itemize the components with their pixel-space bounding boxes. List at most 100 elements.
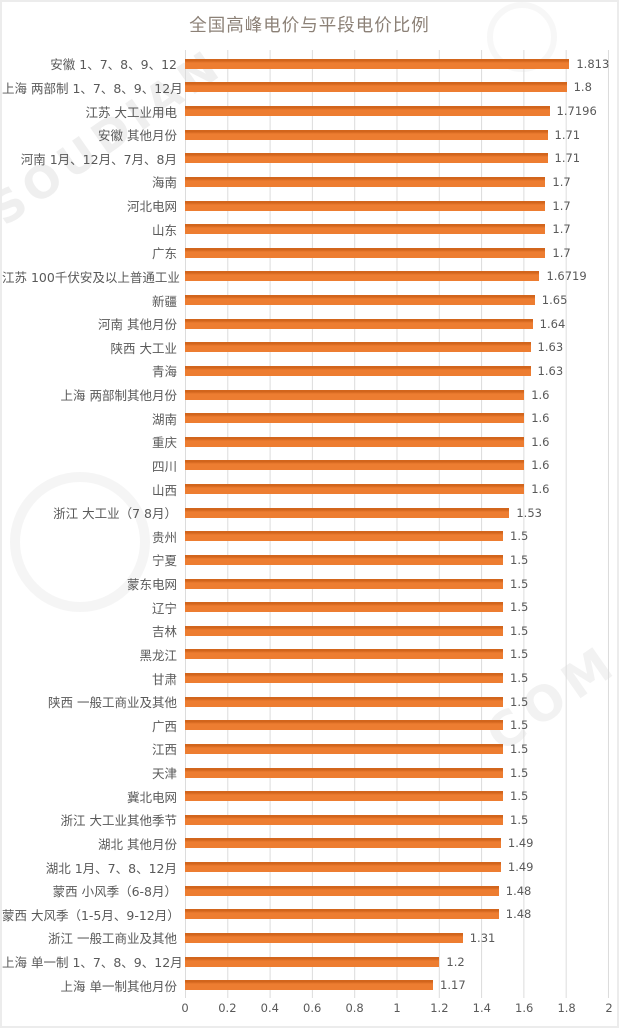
bar-value-label: 1.7196 — [556, 104, 597, 119]
category-label: 湖南 — [151, 411, 177, 427]
category-label: 四川 — [151, 458, 177, 474]
bar-value-label: 1.48 — [505, 907, 532, 922]
bar — [185, 342, 531, 353]
bar — [185, 58, 570, 69]
x-axis-tick: 0.4 — [260, 1001, 279, 1015]
category-label: 蒙东电网 — [126, 577, 177, 593]
bar — [185, 413, 525, 424]
category-label: 贵州 — [151, 529, 177, 545]
bar-row: 浙江 大工业（7 8月） 1.53 — [2, 501, 617, 525]
bar-row: 海南 1.7 — [2, 170, 617, 194]
x-axis-tick: 1.6 — [515, 1001, 534, 1015]
bar — [185, 696, 503, 707]
bar-value-label: 1.5 — [510, 647, 529, 662]
bar-value-label: 1.5 — [510, 529, 529, 544]
bar-row: 上海 单一制其他月份 1.17 — [2, 973, 617, 997]
category-label: 吉林 — [151, 624, 177, 640]
category-label: 蒙西 大风季（1-5月、9-12月） — [2, 907, 180, 923]
bar-zone: 1.71 — [185, 147, 609, 171]
category-label: 甘肃 — [151, 671, 177, 687]
bar-row: 新疆 1.65 — [2, 288, 617, 312]
bar-zone: 1.5 — [185, 761, 609, 785]
bar-value-label: 1.49 — [507, 836, 534, 851]
bar — [185, 106, 550, 117]
bar-zone: 1.6 — [185, 383, 609, 407]
bar-zone: 1.53 — [185, 501, 609, 525]
bar-row: 蒙西 大风季（1-5月、9-12月） 1.48 — [2, 903, 617, 927]
category-label: 上海 单一制 1、7、8、9、12月 — [2, 955, 183, 971]
category-label: 海南 — [151, 175, 177, 191]
bar-row: 蒙东电网 1.5 — [2, 572, 617, 596]
category-label: 河北电网 — [126, 199, 177, 215]
bar-row: 河南 其他月份 1.64 — [2, 312, 617, 336]
bar-value-label: 1.65 — [541, 293, 568, 308]
bar — [185, 885, 499, 896]
bar-value-label: 1.813 — [576, 56, 610, 71]
category-label: 江苏 100千伏安及以上普通工业 — [2, 269, 180, 285]
bar-zone: 1.5 — [185, 690, 609, 714]
category-label: 安徽 其他月份 — [98, 128, 177, 144]
bar — [185, 625, 503, 636]
bar-value-label: 1.17 — [440, 978, 466, 993]
category-label: 陕西 一般工商业及其他 — [48, 695, 177, 711]
bar-value-label: 1.5 — [510, 765, 529, 780]
bar — [185, 200, 546, 211]
bar-row: 湖北 其他月份 1.49 — [2, 832, 617, 856]
bar — [185, 365, 531, 376]
bar-row: 四川 1.6 — [2, 454, 617, 478]
category-label: 湖北 1月、7、8、12月 — [45, 860, 177, 876]
category-label: 江西 — [151, 742, 177, 758]
bar-zone: 1.6 — [185, 454, 609, 478]
bar-row: 浙江 大工业其他季节 1.5 — [2, 808, 617, 832]
bar-zone: 1.5 — [185, 808, 609, 832]
category-label: 重庆 — [151, 435, 177, 451]
bar-value-label: 1.2 — [446, 954, 465, 969]
bar-value-label: 1.63 — [537, 363, 564, 378]
x-axis-tick: 0.8 — [345, 1001, 364, 1015]
bar-row: 山西 1.6 — [2, 477, 617, 501]
bar-zone: 1.7 — [185, 217, 609, 241]
bar — [185, 720, 503, 731]
category-label: 广东 — [151, 246, 177, 262]
category-label: 黑龙江 — [139, 647, 177, 663]
bar-zone: 1.5 — [185, 784, 609, 808]
bar — [185, 484, 525, 495]
x-axis-tick: 0.2 — [218, 1001, 237, 1015]
bar-row: 湖北 1月、7、8、12月 1.49 — [2, 855, 617, 879]
bar-row: 河南 1月、12月、7月、8月 1.71 — [2, 147, 617, 171]
bar — [185, 129, 548, 140]
bar-row: 上海 两部制 1、7、8、9、12月 1.8 — [2, 76, 617, 100]
bar — [185, 507, 510, 518]
bar-row: 河北电网 1.7 — [2, 194, 617, 218]
category-label: 宁夏 — [151, 553, 177, 569]
bar-row: 天津 1.5 — [2, 761, 617, 785]
bar-value-label: 1.49 — [507, 860, 534, 875]
bar — [185, 791, 503, 802]
bar-zone: 1.8 — [185, 76, 609, 100]
bar-row: 贵州 1.5 — [2, 525, 617, 549]
bar-value-label: 1.6 — [531, 434, 550, 449]
bar — [185, 460, 525, 471]
category-label: 浙江 大工业其他季节 — [60, 813, 177, 829]
bar — [185, 224, 546, 235]
category-label: 上海 两部制 1、7、8、9、12月 — [2, 80, 183, 96]
bar — [185, 767, 503, 778]
bar-value-label: 1.5 — [510, 623, 529, 638]
bar — [185, 389, 525, 400]
bar-zone: 1.2 — [185, 950, 609, 974]
bar-zone: 1.71 — [185, 123, 609, 147]
category-label: 陕西 大工业 — [110, 340, 177, 356]
bar — [185, 247, 546, 258]
category-label: 辽宁 — [151, 600, 177, 616]
bar-value-label: 1.5 — [510, 741, 529, 756]
bar-row: 广西 1.5 — [2, 714, 617, 738]
bar — [185, 295, 535, 306]
bar-value-label: 1.6 — [531, 387, 550, 402]
bar-zone: 1.5 — [185, 714, 609, 738]
category-label: 河南 1月、12月、7月、8月 — [20, 151, 177, 167]
x-axis-tick: 2 — [605, 1001, 613, 1015]
bar-value-label: 1.71 — [554, 151, 581, 166]
bar-row: 江苏 100千伏安及以上普通工业 1.6719 — [2, 265, 617, 289]
bar — [185, 176, 546, 187]
